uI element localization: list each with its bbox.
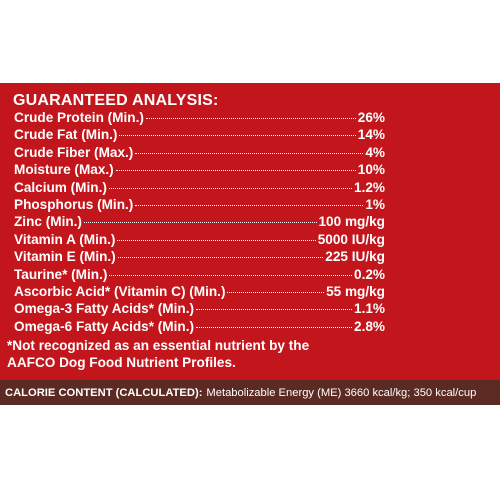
dot-leader xyxy=(135,204,364,206)
row-value: 0.2% xyxy=(354,266,385,282)
analysis-title: GUARANTEED ANALYSIS: xyxy=(13,92,219,109)
calorie-label: CALORIE CONTENT (CALCULATED): xyxy=(5,386,203,399)
footnote-line: *Not recognized as an essential nutrient… xyxy=(7,338,310,353)
analysis-row: Calcium (Min.) 1.2% xyxy=(14,180,385,197)
row-value: 1% xyxy=(365,196,385,212)
dot-leader xyxy=(109,274,353,276)
analysis-row: Omega-6 Fatty Acids* (Min.) 2.8% xyxy=(14,319,385,336)
analysis-rows: Crude Protein (Min.) 26% Crude Fat (Min.) 1… xyxy=(14,110,385,336)
row-value: 26% xyxy=(357,110,385,125)
dot-leader xyxy=(196,309,353,311)
row-value: 100 mg/kg xyxy=(318,214,386,230)
row-value: 1.1% xyxy=(354,301,385,317)
row-value: 55 mg/kg xyxy=(326,283,385,299)
analysis-row: Crude Fiber (Max.) 4% xyxy=(14,145,385,162)
row-label: Moisture (Max.) xyxy=(14,162,114,178)
analysis-row: Moisture (Max.) 10% xyxy=(14,162,385,179)
calorie-bar: CALORIE CONTENT (CALCULATED): Metaboliza… xyxy=(0,380,500,405)
dot-leader xyxy=(145,118,356,119)
dot-leader xyxy=(115,170,356,172)
analysis-row: Vitamin E (Min.) 225 IU/kg xyxy=(14,249,385,266)
row-label: Crude Protein (Min.) xyxy=(14,110,144,125)
analysis-row: Zinc (Min.) 100 mg/kg xyxy=(14,214,385,231)
dot-leader xyxy=(119,135,356,137)
row-value: 1.2% xyxy=(354,179,385,195)
row-label: Ascorbic Acid* (Vitamin C) (Min.) xyxy=(14,283,226,299)
row-value: 14% xyxy=(357,127,385,143)
row-value: 4% xyxy=(365,144,385,160)
dot-leader xyxy=(135,152,364,154)
row-label: Omega-6 Fatty Acids* (Min.) xyxy=(14,318,195,334)
row-value: 2.8% xyxy=(354,318,385,334)
footnote-line: AAFCO Dog Food Nutrient Profiles. xyxy=(7,355,236,370)
dot-leader xyxy=(108,187,353,189)
analysis-row: Crude Protein (Min.) 26% xyxy=(14,110,385,127)
row-label: Zinc (Min.) xyxy=(14,214,82,230)
footnote: *Not recognized as an essential nutrient… xyxy=(7,337,309,371)
calorie-text: Metabolizable Energy (ME) 3660 kcal/kg; … xyxy=(206,386,477,399)
analysis-row: Crude Fat (Min.) 14% xyxy=(14,127,385,144)
analysis-row: Phosphorus (Min.) 1% xyxy=(14,197,385,214)
row-value: 5000 IU/kg xyxy=(317,231,385,247)
dot-leader xyxy=(196,326,353,328)
dot-leader xyxy=(227,291,325,293)
row-label: Vitamin E (Min.) xyxy=(14,249,116,265)
row-label: Phosphorus (Min.) xyxy=(14,196,134,212)
dot-leader xyxy=(117,257,324,259)
analysis-row: Ascorbic Acid* (Vitamin C) (Min.) 55 mg/k… xyxy=(14,284,385,301)
dot-leader xyxy=(83,222,317,224)
analysis-row: Vitamin A (Min.) 5000 IU/kg xyxy=(14,232,385,249)
row-value: 225 IU/kg xyxy=(325,249,385,265)
row-label: Omega-3 Fatty Acids* (Min.) xyxy=(14,301,195,317)
analysis-row: Taurine* (Min.) 0.2% xyxy=(14,267,385,284)
analysis-panel: GUARANTEED ANALYSIS: Crude Protein (Min.… xyxy=(0,83,500,380)
row-label: Crude Fiber (Max.) xyxy=(14,144,134,160)
analysis-row: Omega-3 Fatty Acids* (Min.) 1.1% xyxy=(14,301,385,318)
row-value: 10% xyxy=(357,162,385,178)
row-label: Crude Fat (Min.) xyxy=(14,127,118,143)
row-label: Taurine* (Min.) xyxy=(14,266,108,282)
row-label: Vitamin A (Min.) xyxy=(14,231,116,247)
row-label: Calcium (Min.) xyxy=(14,179,107,195)
dot-leader xyxy=(117,239,316,241)
